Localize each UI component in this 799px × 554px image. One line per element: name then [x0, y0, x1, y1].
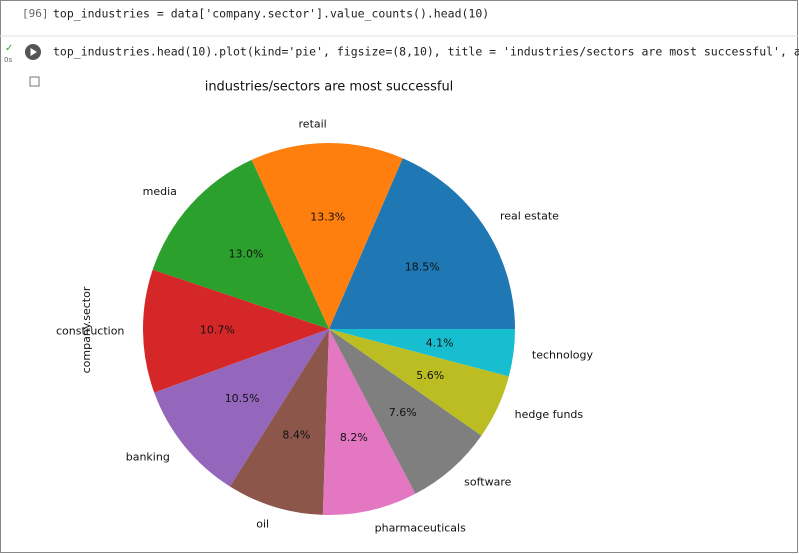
- slice-label: software: [464, 476, 511, 489]
- slice-label: banking: [126, 451, 170, 464]
- percent-label: 13.0%: [229, 247, 264, 260]
- slice-label: media: [143, 185, 177, 198]
- percent-label: 10.5%: [225, 392, 260, 405]
- slice-label: hedge funds: [515, 408, 584, 421]
- pie-slice: [329, 158, 515, 329]
- percent-label: 4.1%: [426, 336, 454, 349]
- pie-slice: [329, 329, 482, 494]
- y-axis-label: company.sector: [80, 286, 93, 373]
- percent-label: 5.6%: [416, 369, 444, 382]
- pie-slice: [154, 329, 329, 487]
- percent-label: 13.3%: [310, 210, 345, 223]
- pie-slice: [142, 269, 329, 393]
- percent-label: 8.2%: [340, 431, 368, 444]
- pie-slice: [329, 329, 515, 377]
- code-line: top_industries = data['company.sector'].…: [53, 7, 489, 21]
- slice-label: retail: [299, 117, 327, 130]
- run-time: 0s: [4, 56, 12, 64]
- percent-label: 18.5%: [405, 261, 440, 274]
- status-check: ✓: [5, 43, 13, 54]
- percent-label: 8.4%: [282, 429, 310, 442]
- run-icon: [30, 48, 37, 56]
- pie-slice: [329, 329, 509, 436]
- slice-label: real estate: [500, 210, 559, 223]
- output-icon[interactable]: [29, 76, 40, 87]
- pie-slice: [152, 159, 329, 329]
- pie-slice: [229, 329, 329, 515]
- slice-label: oil: [256, 518, 269, 531]
- chart-title: industries/sectors are most successful: [205, 80, 454, 95]
- slice-label: construction: [56, 325, 124, 338]
- percent-label: 7.6%: [389, 406, 417, 419]
- code-line: top_industries.head(10).plot(kind='pie',…: [53, 45, 799, 59]
- pie-slice: [322, 329, 416, 515]
- cell-prompt: [96]: [22, 7, 49, 20]
- slice-label: technology: [532, 348, 594, 361]
- percent-label: 10.7%: [200, 323, 235, 336]
- slice-label: pharmaceuticals: [375, 521, 466, 534]
- pie-slice: [251, 143, 403, 329]
